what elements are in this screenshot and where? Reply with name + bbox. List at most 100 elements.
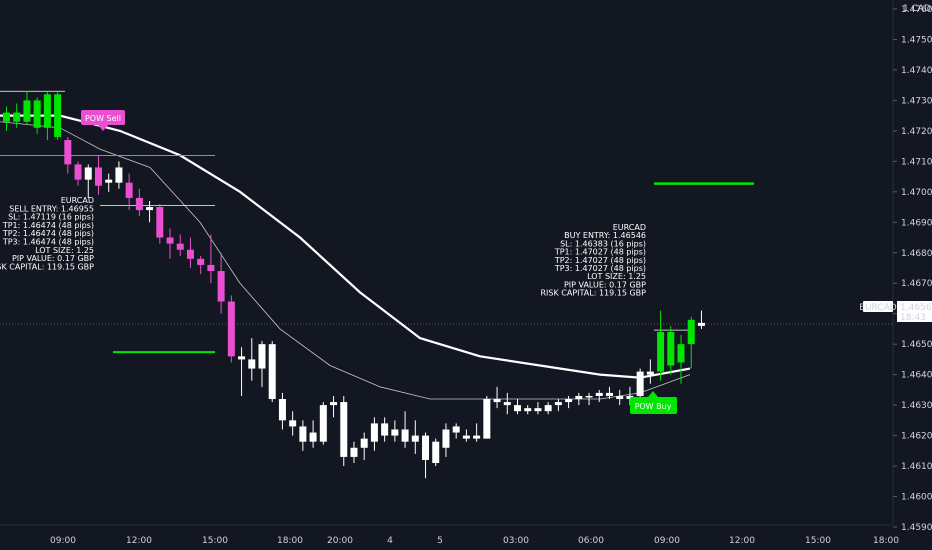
pow-sell-tag-label: POW Sell — [85, 114, 121, 123]
pow-sell-tag — [81, 110, 125, 125]
candle-body — [43, 94, 51, 128]
pow-sell-tag-pointer — [98, 125, 108, 131]
sell-info-line: LOT SIZE: 1.25 — [35, 246, 94, 255]
pow-buy-tag — [630, 397, 677, 414]
candle-body — [217, 271, 225, 302]
y-tick-label: 1.46200 — [901, 432, 932, 442]
candle-body — [554, 402, 562, 406]
candle-body — [503, 402, 511, 406]
sell-info-line: RISK CAPITAL: 119.15 GBP — [0, 262, 94, 271]
candle-body — [616, 395, 624, 400]
candle-body — [289, 420, 297, 427]
candle-body — [605, 392, 613, 396]
sell-info-line: TP1: 1.46474 (48 pips) — [2, 221, 94, 230]
current-price-box — [897, 301, 932, 322]
candle-body — [94, 167, 102, 186]
pow-buy-tag-pointer — [648, 391, 658, 397]
x-tick-label: 18:00 — [277, 536, 303, 546]
x-tick-label: 5 — [437, 536, 443, 546]
candle-body — [473, 435, 481, 439]
candle-body — [657, 331, 665, 372]
x-tick-label: 09:00 — [50, 536, 76, 546]
buy-info-line: TP3: 1.47027 (48 pips) — [554, 264, 646, 273]
candle-body — [258, 344, 266, 369]
y-tick-label: 1.46900 — [901, 218, 932, 228]
candle-body — [135, 197, 143, 211]
candle-body — [54, 94, 62, 137]
candle-body — [452, 426, 460, 433]
currency-badge-text: 1 CAD — [903, 4, 931, 14]
candle-body — [278, 399, 286, 421]
x-tick-label: 09:00 — [654, 536, 680, 546]
buy-info-line: RISK CAPITAL: 119.15 GBP — [540, 289, 646, 298]
candle-body — [667, 331, 675, 366]
moving-average-slow — [0, 114, 691, 379]
candle-body — [248, 359, 256, 369]
candle-body — [227, 301, 235, 357]
y-tick-label: 1.46800 — [901, 249, 932, 259]
candle-body — [401, 429, 409, 442]
candle-body — [115, 167, 123, 183]
candle-body — [74, 164, 82, 180]
candle-body — [524, 408, 532, 412]
candle-body — [636, 371, 644, 396]
candle-body — [442, 429, 450, 448]
current-price-label: 1.46566 — [900, 303, 932, 313]
candle-body — [146, 207, 154, 211]
candle-body — [350, 447, 358, 457]
buy-info-line: BUY ENTRY: 1.46546 — [564, 231, 646, 240]
candle-body — [207, 264, 215, 272]
candle-body — [381, 423, 389, 436]
candle-body — [13, 112, 21, 122]
candle-body — [514, 405, 521, 412]
candle-body — [197, 258, 205, 265]
candle-body — [360, 438, 368, 448]
candle-body — [125, 182, 133, 198]
candle-body — [687, 319, 695, 345]
candle-body — [575, 395, 583, 400]
buy-info-line: EURCAD — [613, 223, 646, 232]
buy-info-line: PIP VALUE: 0.17 GBP — [564, 280, 646, 289]
candle-body — [534, 408, 542, 412]
y-tick-label: 1.47100 — [901, 157, 932, 167]
candle-body — [105, 179, 113, 183]
candle-body — [483, 399, 491, 439]
candle-body — [677, 344, 685, 363]
y-tick-label: 1.46300 — [901, 401, 932, 411]
x-tick-label: 12:00 — [126, 536, 152, 546]
candle-body — [626, 395, 634, 400]
candle-body — [238, 356, 246, 360]
currency-badge: 1 CAD — [903, 4, 931, 14]
y-tick-label: 1.47000 — [901, 188, 932, 198]
candle-body — [33, 100, 41, 128]
buy-info-line: LOT SIZE: 1.25 — [587, 272, 646, 281]
candle-body — [462, 435, 470, 439]
buy-info-line: TP2: 1.47027 (48 pips) — [554, 256, 646, 265]
candle-body — [370, 423, 378, 442]
sell-info-line: PIP VALUE: 0.17 GBP — [12, 254, 94, 263]
x-tick-label: 06:00 — [578, 536, 604, 546]
candle-body — [565, 399, 573, 403]
candle-body — [299, 426, 307, 442]
candle-body — [186, 249, 194, 259]
x-tick-label: 4 — [387, 536, 393, 546]
candle-body — [411, 435, 419, 442]
candle-body — [544, 405, 552, 412]
candle-body — [646, 371, 654, 375]
candle-body — [23, 100, 31, 122]
y-tick-label: 1.46400 — [901, 371, 932, 381]
y-tick-label: 1.47400 — [901, 66, 932, 76]
candle-body — [595, 392, 603, 396]
pow-buy-tag-label: POW Buy — [635, 402, 672, 411]
candle-body — [64, 140, 72, 165]
candle-body — [330, 402, 338, 406]
candle-body — [84, 167, 92, 180]
candle-body — [432, 441, 440, 464]
sell-info-line: SELL ENTRY: 1.46955 — [9, 204, 94, 213]
candle-body — [268, 344, 276, 400]
x-tick-label: 03:00 — [503, 536, 529, 546]
candle-body — [319, 405, 327, 442]
y-tick-label: 1.47300 — [901, 96, 932, 106]
